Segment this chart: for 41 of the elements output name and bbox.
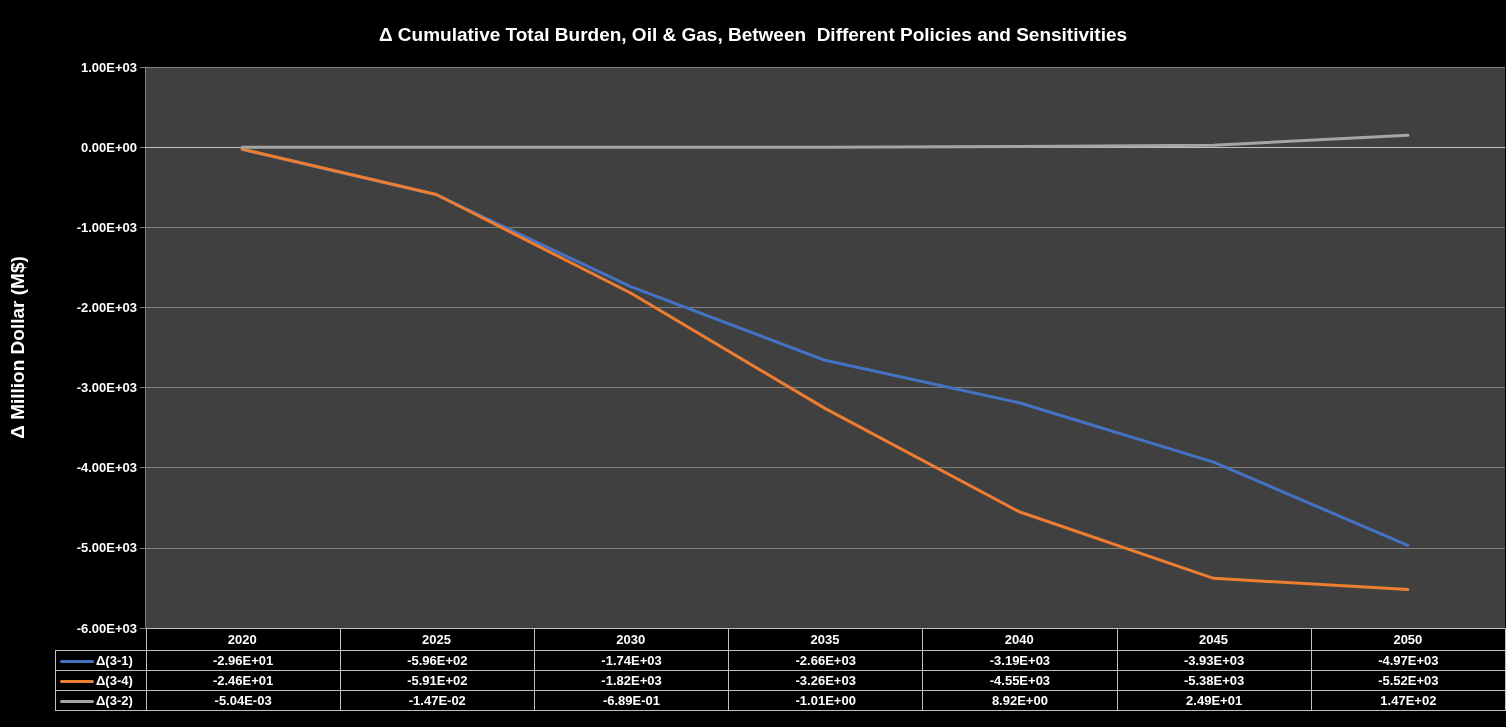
data-label: -3.93E+03 <box>1117 650 1312 671</box>
data-label: -6.89E-01 <box>534 690 729 711</box>
data-label: 8.92E+00 <box>922 690 1118 711</box>
data-label: -2.66E+03 <box>728 650 923 671</box>
data-label: -1.01E+00 <box>728 690 923 711</box>
y-tick-label: 0.00E+00 <box>80 139 137 155</box>
y-axis-title: Δ Million Dollar (M$) <box>7 256 28 439</box>
x-tick-label: 2045 <box>1199 632 1229 647</box>
x-tick-label: 2040 <box>1004 632 1034 647</box>
y-tick-label: -5.00E+03 <box>76 540 137 556</box>
x-tick-label: 2035 <box>810 632 840 647</box>
data-label: -2.46E+01 <box>146 670 341 691</box>
data-label: -1.82E+03 <box>534 670 729 691</box>
data-label: -4.55E+03 <box>922 670 1118 691</box>
data-label: -5.04E-03 <box>146 690 341 711</box>
data-label: -4.97E+03 <box>1311 650 1506 671</box>
x-tick-label: 2050 <box>1393 632 1423 647</box>
x-tick-label: 2020 <box>227 632 257 647</box>
x-tick-label: 2030 <box>616 632 646 647</box>
legend-label: Δ(3-1) <box>55 650 146 671</box>
data-label: -5.96E+02 <box>340 650 535 671</box>
data-label: -5.38E+03 <box>1117 670 1312 691</box>
x-tick-label: 2025 <box>421 632 451 647</box>
data-label: -1.74E+03 <box>534 650 729 671</box>
y-tick-label: -4.00E+03 <box>76 460 137 476</box>
data-label: -1.47E-02 <box>340 690 535 711</box>
y-tick-label: -3.00E+03 <box>76 380 137 396</box>
y-tick-label: 1.00E+03 <box>80 59 137 75</box>
legend-label: Δ(3-4) <box>55 670 146 691</box>
data-label: 1.47E+02 <box>1311 690 1506 711</box>
data-label: -5.91E+02 <box>340 670 535 691</box>
data-label: 2.49E+01 <box>1117 690 1312 711</box>
data-label: -2.96E+01 <box>146 650 341 671</box>
y-tick-label: -1.00E+03 <box>76 219 137 235</box>
data-label: -5.52E+03 <box>1311 670 1506 691</box>
chart-title: Δ Cumulative Total Burden, Oil & Gas, Between Different Policies and Sensitivities <box>378 24 1128 45</box>
data-label: -3.26E+03 <box>728 670 923 691</box>
y-tick-label: -2.00E+03 <box>76 299 137 315</box>
data-label: -3.19E+03 <box>922 650 1118 671</box>
legend-label: Δ(3-2) <box>55 690 146 711</box>
y-tick-label: -6.00E+03 <box>76 620 137 636</box>
